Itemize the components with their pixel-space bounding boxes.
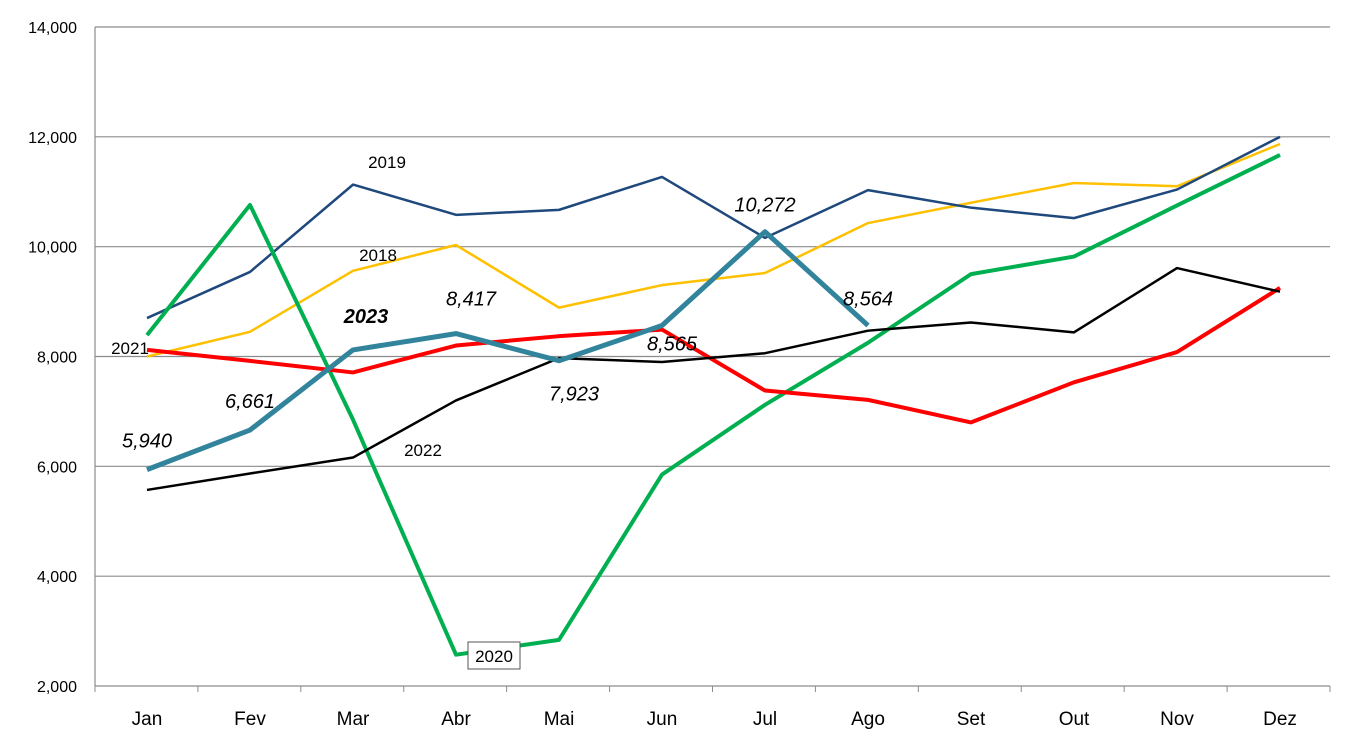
series-label-box-2020 — [467, 641, 521, 670]
x-tick-label: Set — [957, 709, 986, 730]
x-tick-label: Ago — [851, 709, 885, 730]
data-label: 8,565 — [647, 333, 698, 355]
y-tick-label: 14,000 — [28, 20, 77, 37]
y-tick-label: 12,000 — [28, 130, 77, 147]
series-line-2021 — [146, 286, 1282, 425]
x-tick-label: Dez — [1263, 709, 1297, 730]
series-label-2019: 2019 — [368, 153, 406, 172]
data-label: 6,661 — [225, 391, 275, 413]
x-tick-label: Fev — [234, 709, 266, 730]
series-label-2021: 2021 — [111, 339, 149, 358]
y-tick-label: 2,000 — [37, 679, 77, 696]
series-line-2022 — [146, 266, 1281, 492]
series-line-2018 — [146, 142, 1281, 358]
x-tick-label: Mar — [337, 709, 370, 730]
series-line-2019 — [146, 135, 1281, 320]
y-tick-label: 6,000 — [37, 459, 77, 476]
data-label: 7,923 — [549, 384, 599, 406]
data-label: 8,564 — [843, 289, 893, 311]
x-tick-label: Jan — [132, 709, 163, 730]
x-tick-label: Abr — [441, 709, 471, 730]
data-label: 8,417 — [446, 289, 497, 311]
data-label: 5,940 — [122, 431, 172, 453]
series-label-2022: 2022 — [404, 441, 442, 460]
x-tick-label: Jun — [647, 709, 678, 730]
series-line-2020 — [145, 153, 1281, 657]
x-tick-label: Out — [1059, 709, 1090, 730]
y-tick-label: 4,000 — [37, 569, 77, 586]
series-line-2023 — [146, 229, 870, 472]
x-tick-label: Nov — [1160, 709, 1194, 730]
y-tick-label: 8,000 — [37, 350, 77, 367]
x-tick-label: Mai — [544, 709, 575, 730]
series-label-2020: 2020 — [475, 647, 513, 666]
data-label: 10,272 — [734, 195, 795, 217]
x-tick-label: Jul — [753, 709, 777, 730]
series-label-2023: 2023 — [343, 306, 389, 328]
y-tick-label: 10,000 — [28, 240, 77, 257]
series-label-2018: 2018 — [359, 246, 397, 265]
